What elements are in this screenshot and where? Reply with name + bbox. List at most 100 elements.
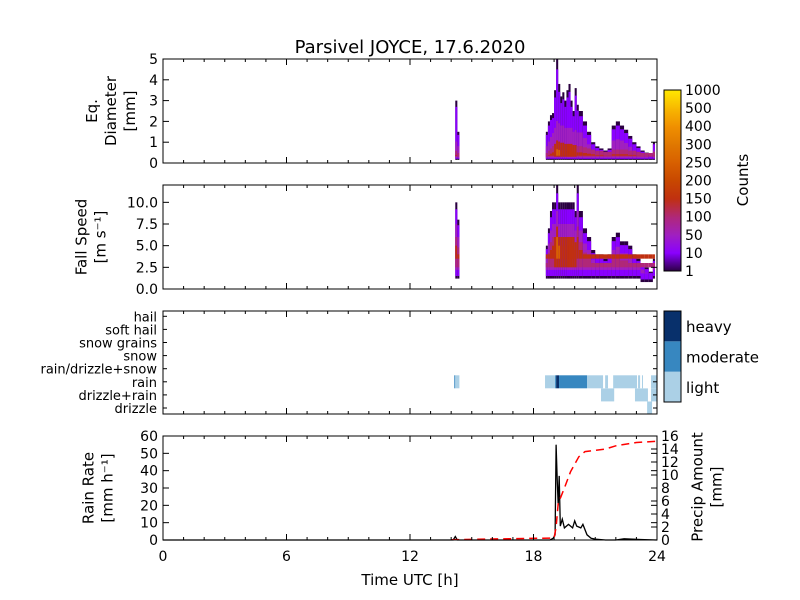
heatmap-cell xyxy=(591,263,596,268)
heatmap-cell xyxy=(564,245,567,259)
y-tick-label: 7.5 xyxy=(136,217,158,233)
axes-frame xyxy=(162,310,658,415)
heatmap-cell xyxy=(558,123,561,158)
colorbar-segment xyxy=(664,216,681,236)
precip-type-bar xyxy=(559,375,588,389)
heatmap-cell xyxy=(636,151,641,157)
heatmap-cell xyxy=(599,150,604,157)
heatmap-cell xyxy=(578,152,583,156)
heatmap-cell xyxy=(566,151,569,156)
heatmap-cell xyxy=(619,140,625,158)
heatmap-cell xyxy=(603,151,608,157)
y2-tick-label: 6 xyxy=(661,494,670,510)
x-tick-label: 6 xyxy=(282,549,291,565)
heatmap-cell xyxy=(603,263,608,268)
heatmap-cell xyxy=(570,151,573,156)
colorbar-segment xyxy=(664,198,681,218)
heatmap-cell xyxy=(619,154,625,156)
heatmap-cell xyxy=(587,254,592,259)
heatmap-cell xyxy=(599,263,604,268)
heatmap-cell xyxy=(640,254,645,259)
y2-tick-label: 14 xyxy=(661,442,679,458)
category-label: rain/drizzle+snow xyxy=(41,363,158,378)
colorbar-tick-label: 200 xyxy=(685,174,712,190)
heatmap-cell xyxy=(562,245,565,259)
heatmap-cell xyxy=(574,130,577,158)
heatmap-cell xyxy=(566,127,569,158)
category-label: soft hail xyxy=(105,323,157,338)
y-tick-label: 0 xyxy=(149,156,158,172)
heatmap-cell xyxy=(632,150,637,157)
heatmap-cell xyxy=(558,149,561,156)
type-colorbar-heavy xyxy=(664,311,681,342)
precip-type-bar xyxy=(587,375,604,389)
precip-amount-line xyxy=(451,440,658,541)
y-axis-label: [m s⁻¹] xyxy=(92,211,110,264)
heatmap-cell xyxy=(636,263,641,268)
y2-tick-label: 12 xyxy=(661,455,679,471)
heatmap-cell xyxy=(568,151,571,156)
heatmap-cell xyxy=(545,254,548,259)
heatmap-cell xyxy=(545,263,548,268)
heatmap-cell xyxy=(595,154,600,156)
heatmap-cell xyxy=(607,263,612,268)
x-axis-label: Time UTC [h] xyxy=(360,571,458,589)
heatmap-cell xyxy=(624,154,629,156)
heatmap-cell xyxy=(644,272,649,274)
heatmap-cell xyxy=(570,245,573,259)
heatmap-cell xyxy=(624,260,629,268)
colorbar-tick-label: 300 xyxy=(685,137,712,153)
heatmap-cell xyxy=(624,254,629,259)
colorbar-segment xyxy=(664,90,681,109)
heatmap-cell xyxy=(624,149,629,157)
y-tick-label: 40 xyxy=(140,464,158,480)
heatmap-cell xyxy=(562,125,565,158)
heatmap-cell xyxy=(545,146,548,158)
category-label: drizzle+rain xyxy=(78,389,157,404)
colorbar-tick-label: 100 xyxy=(685,210,712,226)
heatmap-cell xyxy=(560,150,563,156)
heatmap-cell xyxy=(455,141,458,158)
heatmap-cell xyxy=(648,254,653,259)
precip-type-bar xyxy=(601,388,615,402)
heatmap-cell xyxy=(552,152,555,156)
type-colorbar-moderate xyxy=(664,341,681,372)
heatmap-cell xyxy=(455,106,458,159)
heatmap-cell xyxy=(572,145,575,157)
heatmap-cell xyxy=(578,132,583,158)
fall-speed-heatmap xyxy=(455,185,655,283)
precip-type-bar xyxy=(613,375,638,389)
y-tick-label: 2 xyxy=(149,114,158,130)
heatmap-cell xyxy=(587,148,592,157)
heatmap-cell xyxy=(591,149,596,157)
colorbar-tick-label: 1 xyxy=(685,264,694,280)
y-tick-label: 1 xyxy=(149,135,158,151)
y-axis-label: [mm] xyxy=(121,91,139,132)
colorbar-tick-label: 250 xyxy=(685,155,712,171)
heatmap-cell xyxy=(554,151,557,156)
heatmap-cell xyxy=(568,127,571,158)
y-tick-label: 30 xyxy=(140,481,158,497)
heatmap-cell xyxy=(576,237,579,259)
heatmap-cell xyxy=(644,153,649,157)
heatmap-cell xyxy=(547,141,550,158)
heatmap-cell xyxy=(587,153,592,156)
heatmap-cell xyxy=(572,245,575,259)
y-tick-label: 3 xyxy=(149,94,158,110)
colorbar-label: Counts xyxy=(734,154,752,207)
heatmap-cell xyxy=(611,154,616,156)
x-tick-label: 24 xyxy=(648,549,666,565)
precip-type-bar xyxy=(455,375,460,389)
precip-type-bar xyxy=(638,375,641,389)
heatmap-cell xyxy=(644,263,649,268)
y-tick-label: 2.5 xyxy=(136,260,158,276)
heatmap-cell xyxy=(607,151,612,157)
heatmap-cell xyxy=(574,151,577,156)
y-tick-label: 4 xyxy=(149,73,158,89)
y2-tick-label: 2 xyxy=(661,520,670,536)
heatmap-cell xyxy=(455,245,458,259)
heatmap-cell xyxy=(554,143,557,157)
heatmap-cell xyxy=(619,254,625,259)
heatmap-cell xyxy=(568,245,571,259)
